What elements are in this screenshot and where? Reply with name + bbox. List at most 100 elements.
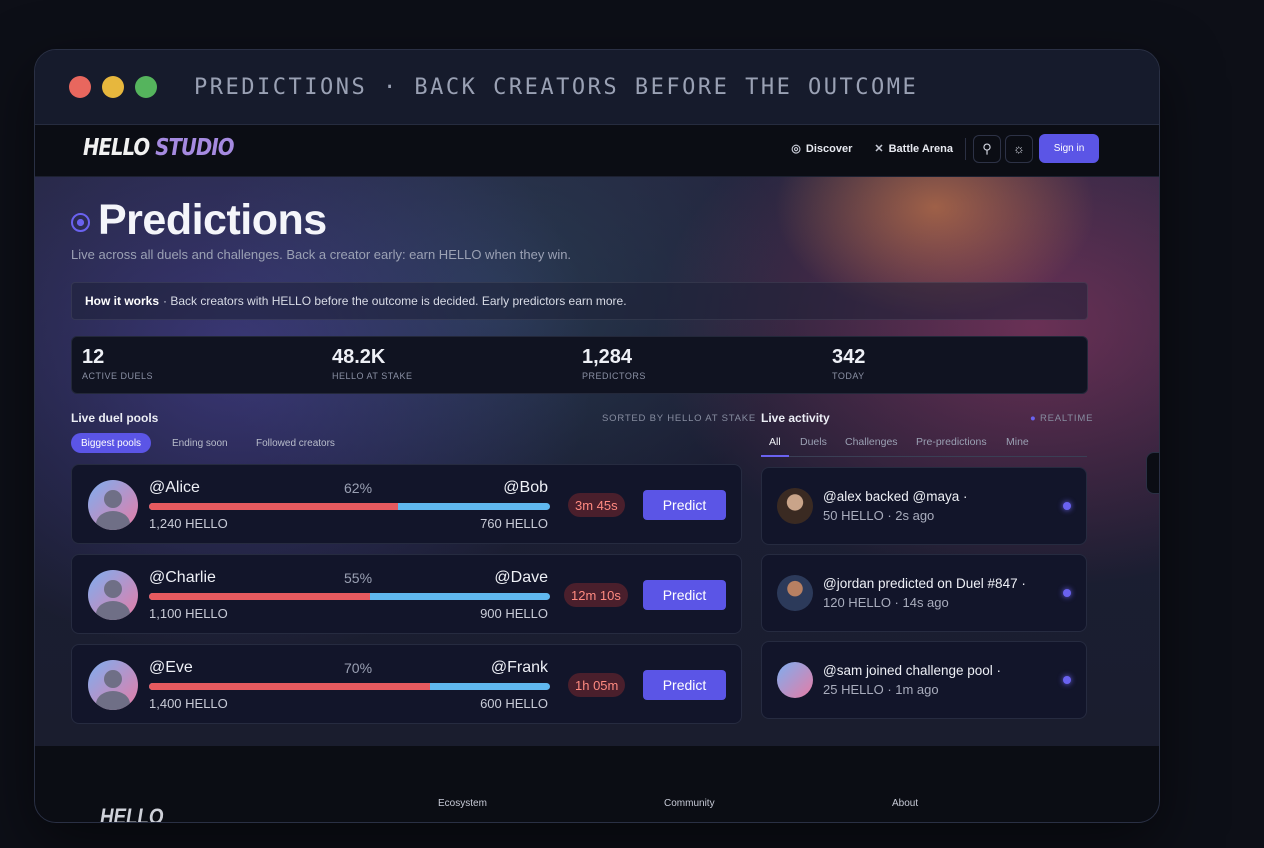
stats-bar: 12 ACTIVE DUELS 48.2K HELLO AT STAKE 1,284… — [71, 336, 1088, 394]
page-subtitle: Live across all duels and challenges. Ba… — [71, 247, 572, 262]
avatar — [88, 660, 138, 710]
filter-ending-soon[interactable]: Ending soon — [172, 437, 228, 449]
pool-percentage: 70% — [344, 660, 373, 676]
how-it-works-label: How it works — [85, 294, 160, 308]
how-it-works-banner: How it works · Back creators with HELLO b… — [71, 282, 1088, 320]
live-duel-pools-heading: Live duel pools — [71, 411, 159, 425]
pool-percentage: 55% — [344, 570, 373, 586]
footer-col-about: About — [892, 798, 919, 809]
stat-today: 342 TODAY — [832, 346, 865, 381]
footer-col-ecosystem: Ecosystem — [438, 798, 487, 809]
pool-right-amount: 900 HELLO — [480, 606, 548, 621]
activity-text: @alex backed @maya · — [823, 489, 968, 504]
pool-left-creator[interactable]: @Alice — [149, 479, 200, 496]
predict-button[interactable]: Predict — [643, 490, 726, 520]
tab-all[interactable]: All — [769, 436, 781, 448]
stat-hello-at-stake: 48.2K HELLO AT STAKE — [332, 346, 413, 381]
search-button[interactable]: ⚲ — [973, 134, 1001, 163]
live-indicator-dot — [1063, 676, 1071, 684]
pool-split-fill — [149, 593, 370, 600]
theme-toggle-button[interactable]: ☼ — [1005, 134, 1033, 163]
sign-in-button[interactable]: Sign in — [1039, 134, 1099, 163]
pool-left-amount: 1,400 HELLO — [149, 696, 228, 711]
pool-left-amount: 1,240 HELLO — [149, 516, 228, 531]
activity-text: @sam joined challenge pool · — [823, 663, 1002, 678]
nav-divider — [965, 137, 966, 160]
logo-text-hello: HELLO — [83, 135, 150, 161]
live-activity-heading: Live activity — [761, 411, 830, 425]
avatar — [777, 575, 813, 611]
stat-value: 48.2K — [332, 346, 386, 368]
pool-right-creator[interactable]: @Bob — [503, 479, 548, 496]
tab-pre-predictions[interactable]: Pre-predictions — [916, 436, 987, 448]
window-title: PREDICTIONS · BACK CREATORS BEFORE THE O… — [194, 74, 919, 100]
pool-split-fill — [149, 683, 430, 690]
duel-pool-card[interactable]: @Alice 62% @Bob 1,240 HELLO 760 HELLO 3m… — [71, 464, 742, 544]
pool-split-bar — [149, 503, 550, 510]
predictions-page: Predictions Live across all duels and ch… — [35, 177, 1159, 746]
page-heading: Predictions — [98, 196, 327, 244]
activity-item[interactable]: @jordan predicted on Duel #847 · 120 HEL… — [761, 554, 1087, 632]
compass-icon: ◎ — [791, 143, 801, 155]
stat-value: 12 — [82, 346, 105, 368]
pool-left-creator[interactable]: @Eve — [149, 659, 193, 676]
nav-battle-arena-label: Battle Arena — [888, 142, 953, 155]
tab-mine[interactable]: Mine — [1006, 436, 1029, 448]
tab-challenges[interactable]: Challenges — [845, 436, 898, 448]
pool-countdown: 3m 45s — [568, 493, 625, 517]
avatar — [88, 570, 138, 620]
live-dot-icon: ● — [1030, 413, 1037, 424]
sort-label[interactable]: SORTED BY HELLO AT STAKE — [602, 413, 757, 424]
live-indicator-dot — [1063, 502, 1071, 510]
minimize-window-button[interactable] — [102, 76, 124, 98]
avatar — [88, 480, 138, 530]
hello-studio-logo[interactable]: HELLO STUDIO — [83, 135, 234, 161]
pool-right-creator[interactable]: @Frank — [490, 659, 548, 676]
top-navigation: HELLO STUDIO ◎ Discover ✕ Battle Arena ⚲ ☼… — [35, 125, 1159, 177]
pool-right-creator[interactable]: @Dave — [494, 569, 548, 586]
stat-value: 342 — [832, 346, 866, 368]
tab-duels[interactable]: Duels — [800, 436, 827, 448]
pool-split-bar — [149, 593, 550, 600]
pool-left-creator[interactable]: @Charlie — [149, 569, 216, 586]
close-window-button[interactable] — [69, 76, 91, 98]
avatar — [777, 662, 813, 698]
activity-tabs: All Duels Challenges Pre-predictions Min… — [761, 433, 1087, 457]
footer-logo[interactable]: HELLO — [100, 804, 164, 823]
stat-predictors: 1,284 PREDICTORS — [582, 346, 646, 381]
activity-item[interactable]: @alex backed @maya · 50 HELLO · 2s ago — [761, 467, 1087, 545]
duel-pool-card[interactable]: @Eve 70% @Frank 1,400 HELLO 600 HELLO 1h… — [71, 644, 742, 724]
sun-icon: ☼ — [1013, 141, 1025, 156]
stat-label: TODAY — [832, 371, 865, 381]
pool-countdown: 1h 05m — [568, 673, 626, 697]
side-drawer-handle[interactable] — [1146, 452, 1160, 494]
activity-meta: 25 HELLO · 1m ago — [823, 682, 939, 697]
activity-item[interactable]: @sam joined challenge pool · 25 HELLO · … — [761, 641, 1087, 719]
title-bar: PREDICTIONS · BACK CREATORS BEFORE THE O… — [35, 50, 1159, 125]
live-indicator-dot — [1063, 589, 1071, 597]
target-icon — [71, 213, 90, 232]
swords-icon: ✕ — [874, 143, 884, 155]
stat-label: PREDICTORS — [582, 371, 646, 381]
nav-discover[interactable]: ◎ Discover — [791, 142, 853, 156]
filter-followed-creators[interactable]: Followed creators — [256, 437, 335, 449]
nav-discover-label: Discover — [805, 142, 853, 155]
stat-label: HELLO AT STAKE — [332, 371, 413, 381]
pool-countdown: 12m 10s — [564, 583, 628, 607]
maximize-window-button[interactable] — [135, 76, 157, 98]
pool-percentage: 62% — [344, 480, 373, 496]
stat-label: ACTIVE DUELS — [82, 371, 154, 381]
logo-text-studio: STUDIO — [155, 135, 234, 161]
realtime-indicator: ● REALTIME — [1030, 413, 1093, 424]
predict-button[interactable]: Predict — [643, 580, 726, 610]
filter-biggest-pools[interactable]: Biggest pools — [71, 433, 152, 453]
predict-button[interactable]: Predict — [643, 670, 726, 700]
pool-left-amount: 1,100 HELLO — [149, 606, 228, 621]
duel-pool-card[interactable]: @Charlie 55% @Dave 1,100 HELLO 900 HELLO… — [71, 554, 742, 634]
nav-battle-arena[interactable]: ✕ Battle Arena — [874, 142, 953, 156]
stat-active-duels: 12 ACTIVE DUELS — [82, 346, 153, 381]
footer: HELLO Ecosystem Community About — [35, 746, 1159, 822]
footer-col-community: Community — [664, 798, 715, 809]
pool-split-bar — [149, 683, 550, 690]
stat-value: 1,284 — [582, 346, 633, 368]
